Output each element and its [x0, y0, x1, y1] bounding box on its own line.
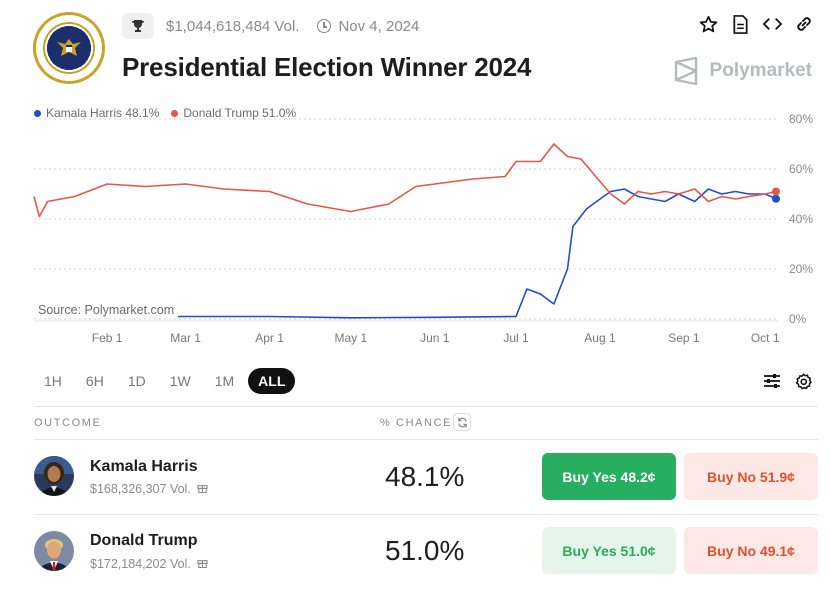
polymarket-logo-icon: [674, 57, 697, 85]
gift-icon[interactable]: [197, 557, 208, 571]
time-range-tabs: 1H 6H 1D 1W 1M ALL: [34, 368, 296, 394]
chart-tools: [763, 373, 812, 395]
trophy-icon[interactable]: [122, 13, 154, 39]
outcome-volume-trump-text: $172,184,202 Vol.: [90, 557, 191, 571]
gear-icon[interactable]: [795, 373, 812, 395]
x-tick-label: May 1: [334, 331, 367, 345]
legend-dot-trump: [171, 109, 179, 117]
x-tick-label: Sep 1: [668, 331, 700, 345]
outcome-name-trump[interactable]: Donald Trump: [90, 532, 198, 549]
series-line-trump: [33, 143, 777, 218]
market-meta: $1,044,618,484 Vol. Nov 4, 2024: [122, 13, 419, 39]
outcome-volume-trump: $172,184,202 Vol.: [90, 557, 208, 571]
y-tick-label: 0%: [789, 312, 807, 326]
range-tab-1h[interactable]: 1H: [44, 373, 62, 389]
end-date: Nov 4, 2024: [338, 17, 420, 35]
series-endpoint-trump: [772, 187, 780, 196]
range-tab-1m[interactable]: 1M: [214, 373, 235, 389]
page-title: Presidential Election Winner 2024: [122, 52, 532, 82]
legend-item-harris: Kamala Harris 48.1%: [34, 106, 159, 120]
x-tick-label: Feb 1: [92, 331, 123, 345]
series-line-harris: [34, 188, 777, 319]
outcome-chance-trump: 51.0%: [385, 535, 465, 566]
series-endpoint-harris: [772, 194, 780, 203]
y-tick-label: 40%: [789, 212, 813, 226]
price-chart[interactable]: 0% 20% 40% 60% 80% Feb 1 Mar 1 Apr 1 May 1 Jun 1 J…: [0, 100, 830, 350]
buy-no-button-trump[interactable]: Buy No 49.1¢: [684, 527, 818, 574]
x-tick-label: Apr 1: [255, 331, 284, 345]
total-volume: $1,044,618,484 Vol.: [166, 17, 300, 35]
header-actions: [698, 14, 814, 34]
x-tick-label: Oct 1: [751, 331, 780, 345]
gift-icon[interactable]: [197, 482, 208, 496]
outcome-volume-harris-text: $168,326,307 Vol.: [90, 482, 191, 496]
outcome-column-header: OUTCOME: [34, 417, 102, 429]
outcome-volume-harris: $168,326,307 Vol.: [90, 482, 208, 496]
outcome-chance-harris: 48.1%: [385, 461, 465, 492]
document-icon[interactable]: [730, 14, 750, 34]
clock-icon: [317, 19, 332, 33]
x-tick-label: Jul 1: [503, 331, 529, 345]
divider: [34, 406, 818, 407]
polymarket-logo: Polymarket: [672, 57, 812, 85]
y-tick-label: 60%: [789, 162, 813, 176]
outcome-name-harris[interactable]: Kamala Harris: [90, 458, 198, 475]
buy-yes-button-harris[interactable]: Buy Yes 48.2¢: [542, 453, 676, 500]
chart-legend: Kamala Harris 48.1% Donald Trump 51.0%: [34, 106, 296, 120]
buy-yes-button-trump[interactable]: Buy Yes 51.0¢: [542, 527, 676, 574]
legend-label-harris: Kamala Harris 48.1%: [46, 106, 160, 120]
range-tab-all[interactable]: ALL: [248, 368, 296, 394]
y-tick-label: 20%: [789, 262, 813, 276]
sliders-icon[interactable]: [763, 373, 781, 395]
chance-column-header: % CHANCE: [380, 417, 453, 429]
avatar-trump: [34, 531, 74, 571]
brand-name: Polymarket: [709, 60, 812, 81]
code-icon[interactable]: [762, 14, 782, 34]
eagle-icon: [57, 39, 81, 56]
legend-dot-harris: [34, 109, 41, 117]
avatar-harris: [34, 456, 74, 496]
divider: [34, 514, 818, 515]
x-tick-label: Aug 1: [584, 331, 616, 345]
star-icon[interactable]: [698, 14, 718, 34]
refresh-icon[interactable]: [453, 413, 471, 431]
link-icon[interactable]: [794, 14, 814, 34]
legend-label-trump: Donald Trump 51.0%: [183, 106, 297, 120]
legend-item-trump: Donald Trump 51.0%: [171, 106, 296, 120]
range-tab-1w[interactable]: 1W: [169, 373, 191, 389]
buy-no-button-harris[interactable]: Buy No 51.9¢: [684, 453, 818, 500]
chart-source: Source: Polymarket.com: [34, 302, 179, 318]
y-tick-label: 80%: [789, 112, 813, 126]
divider: [34, 439, 818, 440]
x-tick-label: Jun 1: [420, 331, 450, 345]
range-tab-1d[interactable]: 1D: [127, 373, 146, 389]
range-tab-6h[interactable]: 6H: [85, 373, 104, 389]
x-tick-label: Mar 1: [170, 331, 201, 345]
market-image-presidential-seal: [33, 12, 105, 84]
